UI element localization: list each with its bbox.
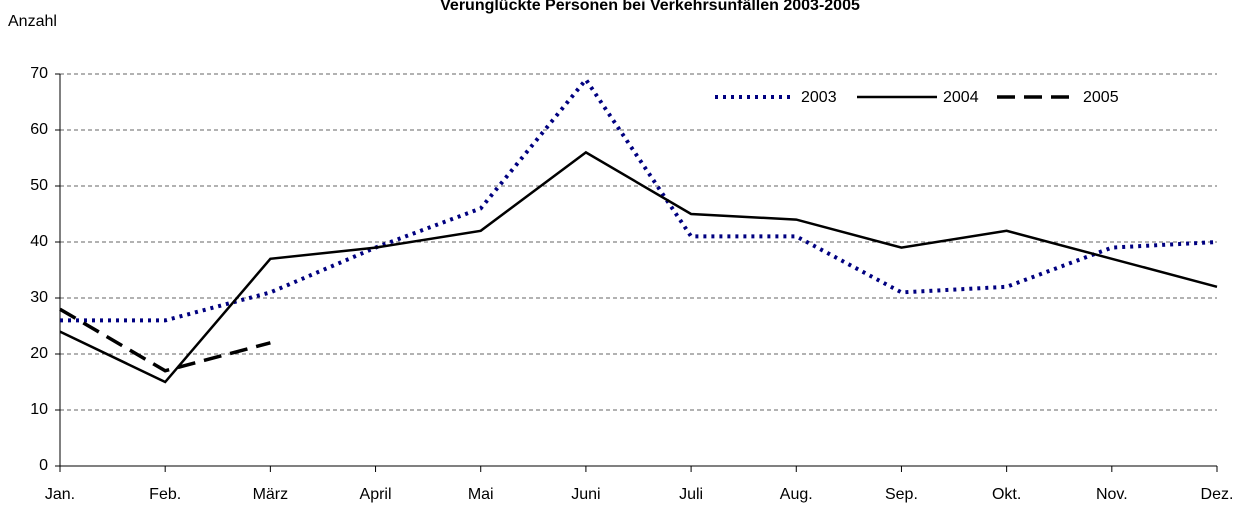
- y-tick-label: 70: [30, 65, 48, 82]
- x-tick-label: Feb.: [149, 486, 181, 503]
- y-tick-label: 40: [30, 233, 48, 250]
- x-tick-label: Juni: [571, 486, 600, 503]
- x-tick-label: Dez.: [1201, 486, 1234, 503]
- y-tick-label: 30: [30, 289, 48, 306]
- x-tick-label: Sep.: [885, 486, 918, 503]
- series-line: [59, 307, 271, 373]
- x-tick-label: Jan.: [45, 486, 75, 503]
- x-tick-label: Nov.: [1096, 486, 1128, 503]
- x-tick-label: März: [253, 486, 289, 503]
- x-tick-label: Juli: [679, 486, 703, 503]
- y-tick-label: 50: [30, 177, 48, 194]
- legend-label: 2004: [943, 89, 979, 106]
- series-line: [59, 150, 1218, 384]
- y-tick-label: 0: [39, 457, 48, 474]
- y-axis-label: Anzahl: [8, 13, 57, 30]
- x-tick-label: Okt.: [992, 486, 1021, 503]
- y-tick-label: 10: [30, 401, 48, 418]
- chart-title: Verunglückte Personen bei Verkehrsunfäll…: [440, 0, 860, 14]
- legend-label: 2003: [801, 89, 837, 106]
- y-tick-label: 60: [30, 121, 48, 138]
- x-tick-label: April: [360, 486, 392, 503]
- x-tick-label: Aug.: [780, 486, 813, 503]
- x-tick-label: Mai: [468, 486, 494, 503]
- y-tick-label: 20: [30, 345, 48, 362]
- series-line: [60, 76, 1218, 323]
- legend-label: 2005: [1083, 89, 1119, 106]
